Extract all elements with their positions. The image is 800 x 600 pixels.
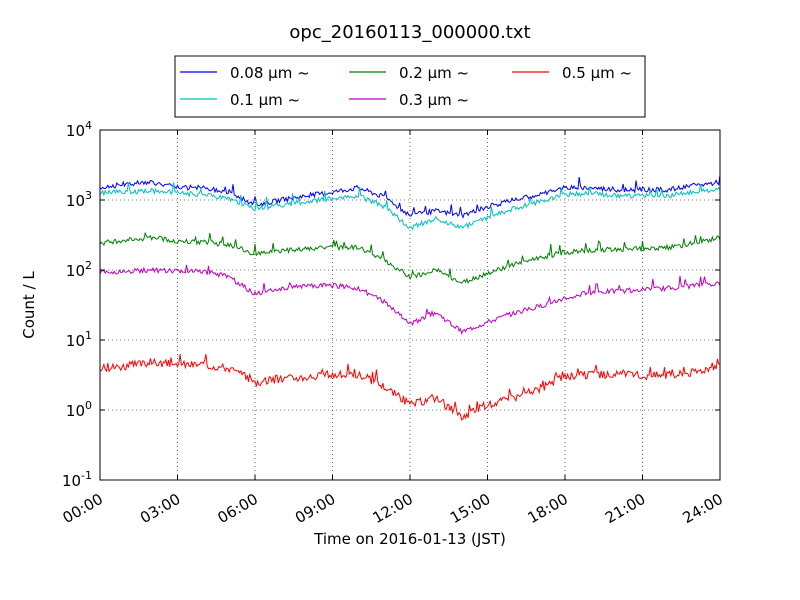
y-tick-label: 10-1	[62, 469, 92, 490]
legend-label: 0.5 μm ~	[562, 64, 632, 82]
axis-ticks: 10-1 100 101 102 103 104 00:00 03:00 06:00 09:00 1…	[60, 119, 726, 527]
y-tick-label: 104	[66, 119, 92, 140]
legend-box	[174, 55, 646, 118]
chart-title: opc_20160113_000000.txt	[289, 22, 530, 43]
series-lines	[99, 174, 721, 421]
series-line	[99, 354, 721, 421]
x-axis-label: Time on 2016-01-13 (JST)	[313, 530, 506, 548]
series-line	[99, 174, 721, 220]
y-tick-label: 103	[66, 189, 92, 210]
legend-label: 0.2 μm ~	[399, 64, 469, 82]
x-tick-label: 03:00	[137, 490, 183, 527]
x-tick-label: 06:00	[215, 490, 261, 527]
legend-label: 0.1 μm ~	[230, 91, 300, 109]
y-tick-label: 102	[66, 259, 92, 280]
x-tick-label: 18:00	[525, 490, 571, 527]
x-tick-label: 00:00	[60, 490, 106, 527]
y-axis-label: Count / L	[20, 271, 38, 339]
series-line	[99, 264, 721, 335]
x-tick-label: 12:00	[370, 490, 416, 527]
x-tick-label: 21:00	[602, 490, 648, 527]
legend: 0.08 μm ~ 0.1 μm ~ 0.2 μm ~ 0.3 μm ~ 0.5 μm …	[174, 55, 646, 118]
series-line	[99, 231, 721, 285]
x-tick-label: 09:00	[292, 490, 338, 527]
y-tick-label: 101	[66, 329, 92, 350]
legend-label: 0.3 μm ~	[399, 91, 469, 109]
y-tick-label: 100	[66, 399, 92, 420]
series-line	[99, 182, 721, 231]
x-tick-label: 24:00	[680, 490, 726, 527]
x-tick-label: 15:00	[447, 490, 493, 527]
legend-label: 0.08 μm ~	[230, 64, 310, 82]
grid	[100, 130, 720, 480]
